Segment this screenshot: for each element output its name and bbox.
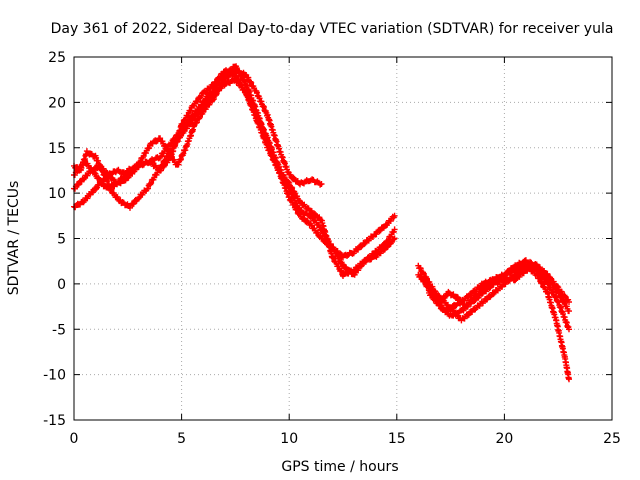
- y-tick-label: 10: [48, 186, 66, 202]
- grid-lines: [74, 57, 612, 420]
- x-tick-label: 20: [495, 431, 513, 447]
- x-tick-label: 25: [603, 431, 621, 447]
- x-tick-label: 5: [177, 431, 186, 447]
- y-axis-ticks: -15 -10 -5 0 5 10 15 20 25: [43, 50, 612, 429]
- y-axis-label: SDTVAR / TECUs: [6, 181, 22, 296]
- y-tick-label: 25: [48, 50, 66, 66]
- y-tick-label: -10: [43, 368, 66, 384]
- y-tick-label: 20: [48, 95, 66, 111]
- x-axis-label: GPS time / hours: [281, 459, 398, 475]
- x-axis-ticks: 0 5 10 15 20 25: [70, 57, 621, 447]
- y-tick-label: -15: [43, 413, 66, 429]
- series-markers: [426, 262, 572, 319]
- x-tick-label: 0: [70, 431, 79, 447]
- x-tick-label: 15: [388, 431, 406, 447]
- data-marks: [71, 63, 572, 383]
- x-tick-label: 10: [280, 431, 298, 447]
- chart-title: Day 361 of 2022, Sidereal Day-to-day VTE…: [51, 21, 614, 37]
- y-tick-label: -5: [52, 322, 66, 338]
- y-tick-label: 0: [57, 277, 66, 293]
- y-tick-label: 5: [57, 232, 66, 248]
- y-tick-label: 15: [48, 141, 66, 157]
- data-series: [426, 262, 572, 319]
